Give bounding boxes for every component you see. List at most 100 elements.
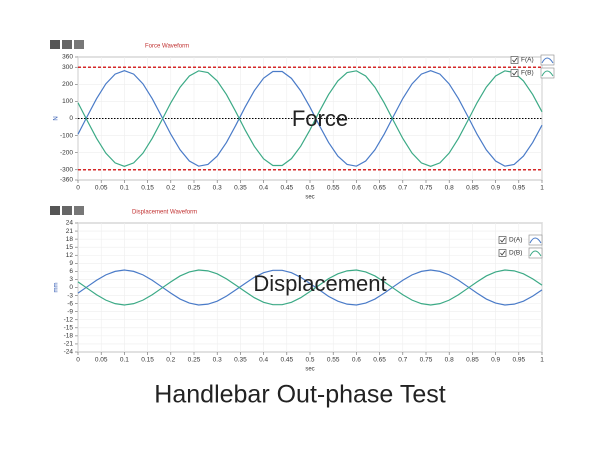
y-tick-label: 200 xyxy=(62,81,73,88)
legend-swatch xyxy=(541,57,554,64)
legend-label: F(B) xyxy=(521,70,534,77)
x-axis-label: sec xyxy=(305,195,314,201)
y-tick-label: 15 xyxy=(66,244,74,251)
y-tick-label: 12 xyxy=(66,252,74,259)
x-tick-label: 0.3 xyxy=(213,357,222,364)
legend-swatch xyxy=(529,250,542,257)
x-tick-label: 0.8 xyxy=(445,185,454,192)
x-tick-label: 0.65 xyxy=(373,357,386,364)
y-tick-label: -21 xyxy=(64,341,74,348)
y-tick-label: -9 xyxy=(67,308,73,315)
x-tick-label: 0.95 xyxy=(512,357,525,364)
legend-label: D(A) xyxy=(509,237,522,244)
legend-check xyxy=(512,57,518,63)
y-tick-label: 0 xyxy=(69,115,73,122)
x-tick-label: 0.8 xyxy=(445,357,454,364)
legend-swatch-box xyxy=(540,67,555,79)
annotation: Displacement xyxy=(253,271,386,296)
legend-swatch xyxy=(541,70,554,77)
y-tick-label: -12 xyxy=(64,316,74,323)
x-tick-label: 0.9 xyxy=(491,357,500,364)
legend-swatch-box xyxy=(540,54,555,66)
legend-label: D(B) xyxy=(509,250,522,257)
x-tick-label: 0.15 xyxy=(141,357,154,364)
x-tick-label: 0.4 xyxy=(259,357,268,364)
x-tick-label: 0.45 xyxy=(280,185,293,192)
y-tick-label: 9 xyxy=(69,260,73,267)
annotation: Force xyxy=(292,106,348,131)
y-tick-label: 360 xyxy=(62,54,73,61)
x-tick-label: 0.1 xyxy=(120,357,129,364)
legend-swatch-box xyxy=(528,234,543,246)
y-axis-label: mm xyxy=(54,283,60,293)
x-tick-label: 0.15 xyxy=(141,185,154,192)
x-tick-label: 0.85 xyxy=(466,185,479,192)
y-tick-label: -15 xyxy=(64,325,74,332)
series-line xyxy=(77,70,543,167)
legend-checkbox[interactable] xyxy=(510,69,519,77)
y-tick-label: 24 xyxy=(66,220,74,227)
x-tick-label: 0.5 xyxy=(305,185,314,192)
x-tick-label: 0.3 xyxy=(213,185,222,192)
series-line xyxy=(77,269,543,306)
toolbar[interactable] xyxy=(50,206,84,215)
x-tick-label: 0 xyxy=(76,357,80,364)
legend-swatch-box xyxy=(528,247,543,259)
x-tick-label: 0.75 xyxy=(420,357,433,364)
y-tick-label: 3 xyxy=(69,276,73,283)
x-tick-label: 0.05 xyxy=(95,185,108,192)
y-axis-label: N xyxy=(54,116,60,120)
x-tick-label: 0.1 xyxy=(120,185,129,192)
chart-title: Displacement Waveform xyxy=(132,210,197,216)
legend-checkbox[interactable] xyxy=(498,249,507,257)
x-tick-label: 0.25 xyxy=(188,357,201,364)
y-tick-label: -360 xyxy=(60,177,73,184)
y-tick-label: -3 xyxy=(67,292,73,299)
y-tick-label: -18 xyxy=(64,333,74,340)
y-tick-label: 21 xyxy=(66,228,74,235)
x-tick-label: 0.05 xyxy=(95,357,108,364)
x-tick-label: 0.35 xyxy=(234,185,247,192)
x-tick-label: 1 xyxy=(540,357,544,364)
y-tick-label: -6 xyxy=(67,300,73,307)
legend-swatch xyxy=(529,237,542,244)
x-tick-label: 0.95 xyxy=(512,185,525,192)
series-line xyxy=(77,269,543,306)
y-tick-label: -100 xyxy=(60,132,73,139)
x-axis-label: sec xyxy=(305,367,314,373)
y-tick-label: -300 xyxy=(60,166,73,173)
legend-check xyxy=(512,70,518,76)
x-tick-label: 0.2 xyxy=(166,357,175,364)
y-tick-label: 6 xyxy=(69,268,73,275)
x-tick-label: 0.45 xyxy=(280,357,293,364)
y-tick-label: 18 xyxy=(66,236,74,243)
x-tick-label: 0.85 xyxy=(466,357,479,364)
legend-check xyxy=(500,250,506,256)
legend-label: F(A) xyxy=(521,57,534,64)
x-tick-label: 0.6 xyxy=(352,185,361,192)
y-tick-label: 0 xyxy=(69,284,73,291)
x-tick-label: 0.25 xyxy=(188,185,201,192)
legend-check xyxy=(500,237,506,243)
x-tick-label: 1 xyxy=(540,185,544,192)
toolbar[interactable] xyxy=(50,40,84,49)
x-tick-label: 0 xyxy=(76,185,80,192)
x-tick-label: 0.5 xyxy=(305,357,314,364)
x-tick-label: 0.65 xyxy=(373,185,386,192)
y-tick-label: -24 xyxy=(64,349,74,356)
chart-title: Force Waveform xyxy=(145,44,189,50)
x-tick-label: 0.7 xyxy=(398,185,407,192)
x-tick-label: 0.55 xyxy=(327,185,340,192)
series-line xyxy=(77,70,543,167)
x-tick-label: 0.9 xyxy=(491,185,500,192)
x-tick-label: 0.6 xyxy=(352,357,361,364)
y-tick-label: 100 xyxy=(62,98,73,105)
x-tick-label: 0.2 xyxy=(166,185,175,192)
legend-checkbox[interactable] xyxy=(498,236,507,244)
y-tick-label: -200 xyxy=(60,149,73,156)
y-tick-label: 300 xyxy=(62,64,73,71)
x-tick-label: 0.4 xyxy=(259,185,268,192)
x-tick-label: 0.75 xyxy=(420,185,433,192)
legend-checkbox[interactable] xyxy=(510,56,519,64)
